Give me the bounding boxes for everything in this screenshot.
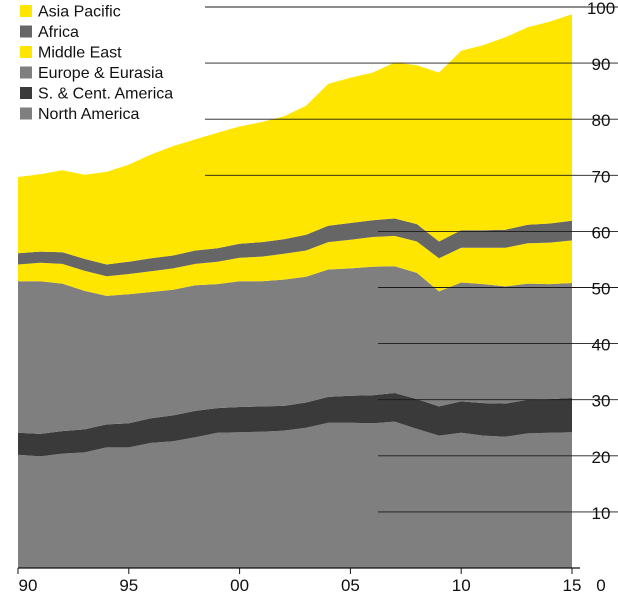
y-tick-label-10: 10	[592, 504, 611, 523]
area-series-middle-east	[18, 235, 572, 296]
legend: Asia Pacific Africa Middle East Europe & Eu…	[20, 4, 173, 123]
area-series-africa	[18, 218, 572, 277]
area-series-north-america	[18, 421, 572, 568]
legend-label-s-cent-america: S. & Cent. America	[38, 86, 173, 103]
legend-label-africa: Africa	[38, 24, 79, 41]
legend-swatch-europe-eurasia	[20, 66, 32, 79]
y-tick-label-40: 40	[592, 336, 611, 355]
legend-swatch-north-america	[20, 107, 32, 120]
y-tick-label-30: 30	[592, 392, 611, 411]
legend-label-middle-east: Middle East	[38, 45, 122, 62]
x-tick-label-2005: 05	[341, 576, 360, 595]
x-tick-label-2015: 15	[563, 576, 582, 595]
x-axis-tick-labels: 90 95 00 05 10 15	[17, 568, 582, 595]
area-series-group	[18, 14, 572, 568]
y-tick-label-90: 90	[592, 55, 611, 74]
area-series-asia-pacific	[18, 14, 572, 265]
area-series-europe-eurasia	[18, 266, 572, 434]
x-tick-label-1990: 90	[19, 576, 38, 595]
y-tick-label-20: 20	[592, 448, 611, 467]
legend-swatch-s-cent-america	[20, 87, 32, 99]
legend-swatch-africa	[20, 25, 32, 38]
y-tick-label-60: 60	[592, 223, 611, 242]
legend-label-asia-pacific: Asia Pacific	[38, 4, 121, 21]
x-tick-label-1995: 95	[119, 576, 138, 595]
legend-label-europe-eurasia: Europe & Eurasia	[38, 65, 164, 82]
y-tick-label-100: 100	[587, 0, 615, 18]
y-tick-label-0: 0	[596, 576, 605, 595]
y-axis-tick-labels: 0 10 20 30 40 50 60 70 80 90 100	[587, 0, 615, 595]
legend-label-north-america: North America	[38, 106, 139, 123]
y-tick-label-80: 80	[592, 111, 611, 130]
x-tick-label-2010: 10	[452, 576, 471, 595]
x-tick-label-2000: 00	[230, 576, 249, 595]
y-tick-label-50: 50	[592, 280, 611, 299]
y-tick-label-70: 70	[592, 167, 611, 186]
area-series-s-cent-america	[18, 393, 572, 457]
gridlines	[205, 6, 618, 513]
legend-swatch-asia-pacific	[20, 5, 32, 17]
legend-swatch-middle-east	[20, 46, 32, 58]
